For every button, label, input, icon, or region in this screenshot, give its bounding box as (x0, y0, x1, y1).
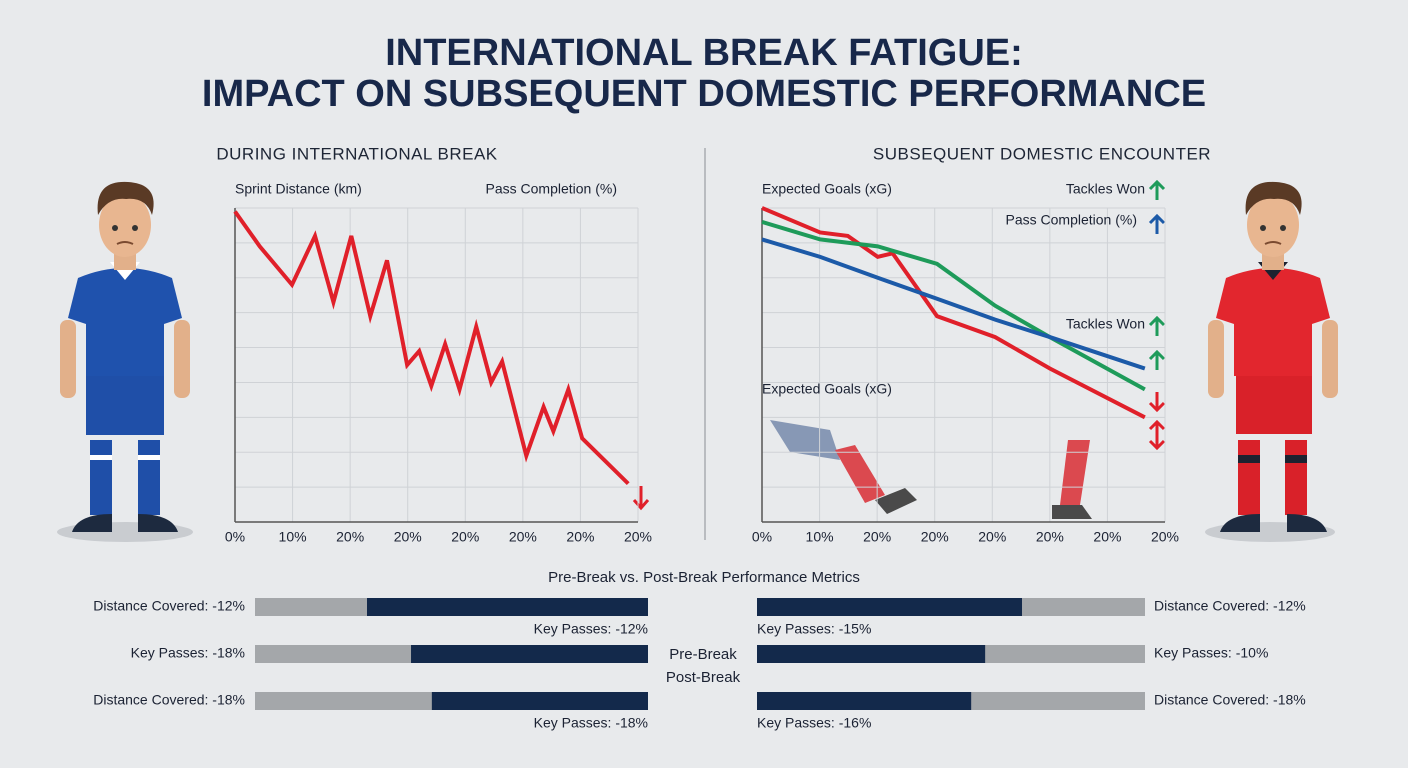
x-tick-label: 20% (978, 529, 1006, 545)
x-tick-label: 20% (451, 529, 479, 545)
x-tick-label: 20% (509, 529, 537, 545)
x-tick-label: 20% (863, 529, 891, 545)
bar-note: Key Passes: -16% (757, 715, 871, 731)
annotation: Expected Goals (xG) (762, 381, 892, 397)
bar (757, 598, 1023, 616)
x-tick-label: 20% (336, 529, 364, 545)
legend-entry: Post-Break (666, 669, 741, 686)
bar (757, 645, 986, 663)
x-tick-label: 10% (279, 529, 307, 545)
bar (431, 692, 648, 710)
bar (411, 645, 648, 663)
axis-label: Sprint Distance (km) (235, 181, 362, 197)
bar-label: Distance Covered: -18% (1154, 692, 1306, 708)
motion-legs (770, 420, 1092, 519)
series-label: Expected Goals (xG) (762, 181, 892, 197)
bars-title: Pre-Break vs. Post-Break Performance Met… (548, 569, 860, 586)
bar-label: Distance Covered: -12% (1154, 598, 1306, 614)
x-tick-label: 10% (806, 529, 834, 545)
player-red (1205, 181, 1338, 542)
bar-label: Distance Covered: -18% (93, 692, 245, 708)
bar (757, 692, 972, 710)
bar (367, 598, 648, 616)
chart-title: DURING INTERNATIONAL BREAK (216, 144, 497, 163)
annotation: Tackles Won (1066, 316, 1145, 332)
x-tick-label: 20% (624, 529, 652, 545)
x-tick-label: 20% (394, 529, 422, 545)
line-series (761, 206, 1146, 420)
legend-entry: Pre-Break (669, 646, 737, 663)
title-line: IMPACT ON SUBSEQUENT DOMESTIC PERFORMANC… (202, 73, 1206, 115)
bar-label: Key Passes: -18% (131, 645, 245, 661)
title-line: INTERNATIONAL BREAK FATIGUE: (385, 32, 1023, 74)
bar-note: Key Passes: -18% (534, 715, 648, 731)
series-label: Tackles Won (1066, 181, 1145, 197)
x-tick-label: 20% (1151, 529, 1179, 545)
x-tick-label: 20% (1093, 529, 1121, 545)
axis-label: Pass Completion (%) (486, 181, 618, 197)
line-series (761, 237, 1146, 371)
bar-label: Key Passes: -10% (1154, 645, 1268, 661)
bar-note: Key Passes: -12% (534, 621, 648, 637)
x-tick-label: 20% (566, 529, 594, 545)
x-tick-label: 0% (752, 529, 772, 545)
bar-label: Distance Covered: -12% (93, 598, 245, 614)
arrow-icons (632, 179, 1166, 511)
line-series (233, 210, 630, 486)
player-blue (57, 181, 193, 542)
x-tick-label: 0% (225, 529, 245, 545)
x-tick-label: 20% (1036, 529, 1064, 545)
x-tick-label: 20% (921, 529, 949, 545)
bar-note: Key Passes: -15% (757, 621, 871, 637)
chart-title: SUBSEQUENT DOMESTIC ENCOUNTER (873, 144, 1211, 163)
series-label: Pass Completion (%) (1006, 212, 1138, 228)
